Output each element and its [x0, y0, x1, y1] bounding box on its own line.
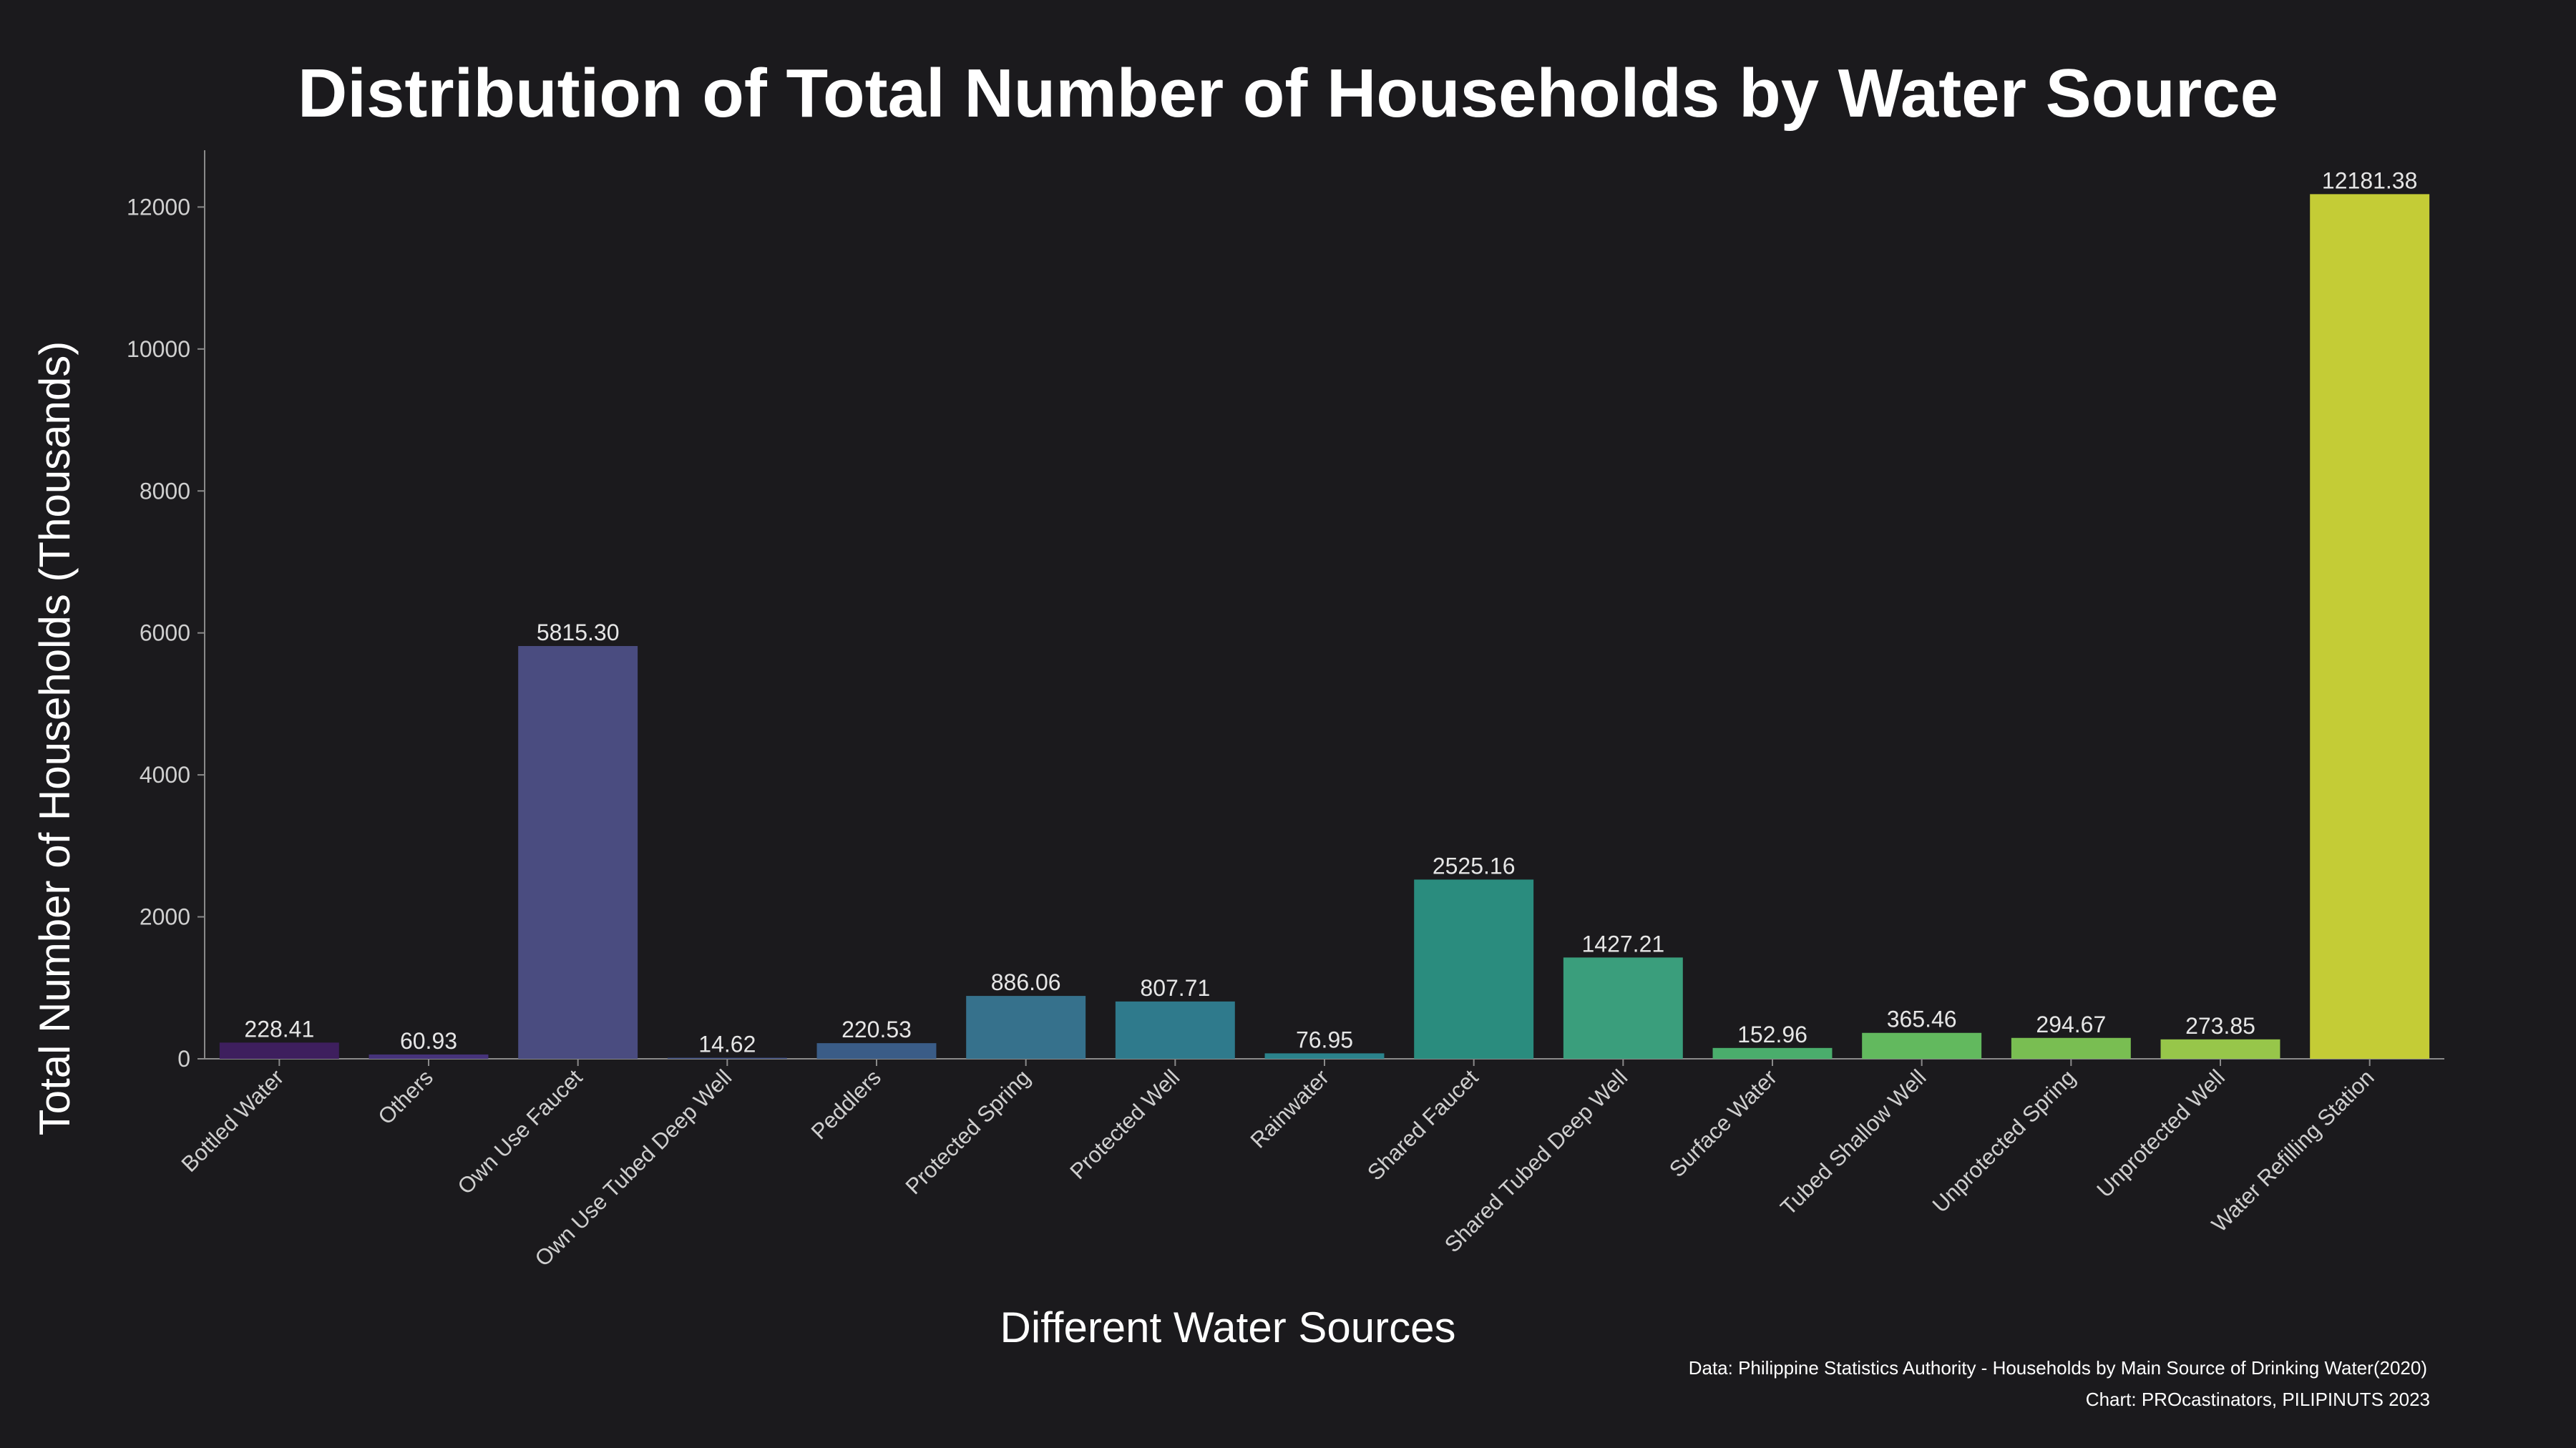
bars-group: [219, 194, 2430, 1060]
x-tick-label: Others: [373, 1065, 438, 1130]
bar-value-label: 365.46: [1887, 1007, 1957, 1032]
y-tick-label: 4000: [140, 762, 190, 788]
bar: [966, 996, 1086, 1059]
bar: [816, 1043, 937, 1059]
bar-value-label: 1427.21: [1581, 931, 1664, 957]
bar-value-label: 2525.16: [1433, 853, 1516, 879]
bar: [667, 1057, 787, 1059]
bar: [1115, 1001, 1235, 1059]
x-axis-label: Different Water Sources: [1000, 1303, 1456, 1351]
bar-value-label: 60.93: [400, 1028, 457, 1054]
y-tick-label: 6000: [140, 620, 190, 646]
bar-value-label: 14.62: [698, 1032, 756, 1057]
chart-credit: Chart: PROcastinators, PILIPINUTS 2023: [2086, 1389, 2430, 1410]
x-tick-label: Water Refilling Station: [2207, 1065, 2379, 1237]
bar: [2310, 194, 2430, 1060]
x-tick-label: Peddlers: [806, 1065, 886, 1144]
bar: [219, 1042, 339, 1059]
y-tick-label: 12000: [127, 194, 190, 220]
x-tick-label: Surface Water: [1664, 1065, 1782, 1182]
x-tick-label: Tubed Shallow Well: [1775, 1065, 1931, 1220]
x-tick-label: Shared Faucet: [1362, 1065, 1483, 1185]
bar: [1264, 1053, 1385, 1059]
bar-value-label: 807.71: [1140, 975, 1210, 1001]
bar: [1563, 957, 1683, 1059]
bar-value-label: 886.06: [991, 969, 1061, 995]
data-labels-group: 228.41 60.93 5815.30 14.62 220.53 886.06 807.7…: [244, 167, 2417, 1057]
bar-value-label: 273.85: [2185, 1013, 2255, 1039]
bar: [1712, 1047, 1833, 1059]
bar: [2011, 1037, 2131, 1059]
bar-value-label: 12181.38: [2322, 167, 2417, 193]
bar-value-label: 5815.30: [537, 620, 620, 645]
y-tick-label: 10000: [127, 336, 190, 362]
bar-value-label: 76.95: [1296, 1027, 1353, 1052]
x-tick-label: Protected Spring: [901, 1065, 1035, 1199]
y-tick-label: 8000: [140, 478, 190, 504]
bar: [1414, 879, 1534, 1059]
bar: [2160, 1039, 2280, 1059]
bar-value-label: 220.53: [841, 1017, 912, 1042]
x-tick-label: Rainwater: [1246, 1065, 1334, 1153]
y-tick-label: 2000: [140, 904, 190, 930]
x-tick-label: Own Use Faucet: [453, 1065, 587, 1199]
bar-value-label: 294.67: [2036, 1012, 2106, 1037]
x-tick-label: Protected Well: [1065, 1065, 1184, 1184]
x-tick-label: Unprotected Well: [2092, 1065, 2229, 1202]
bar: [1862, 1032, 1982, 1059]
bar: [369, 1054, 489, 1059]
chart-title: Distribution of Total Number of Househol…: [298, 55, 2278, 132]
y-axis-ticks: 0 2000 4000 6000 8000 10000 12000: [127, 194, 205, 1072]
bar: [518, 646, 638, 1059]
bar-value-label: 152.96: [1737, 1022, 1807, 1047]
y-axis-label: Total Number of Households (Thousands): [31, 341, 79, 1136]
source-credit: Data: Philippine Statistics Authority - …: [1689, 1357, 2427, 1379]
y-tick-label: 0: [177, 1046, 190, 1072]
bar-value-label: 228.41: [244, 1016, 314, 1042]
x-tick-label: Bottled Water: [177, 1065, 289, 1177]
x-tick-label: Unprotected Spring: [1928, 1065, 2081, 1218]
